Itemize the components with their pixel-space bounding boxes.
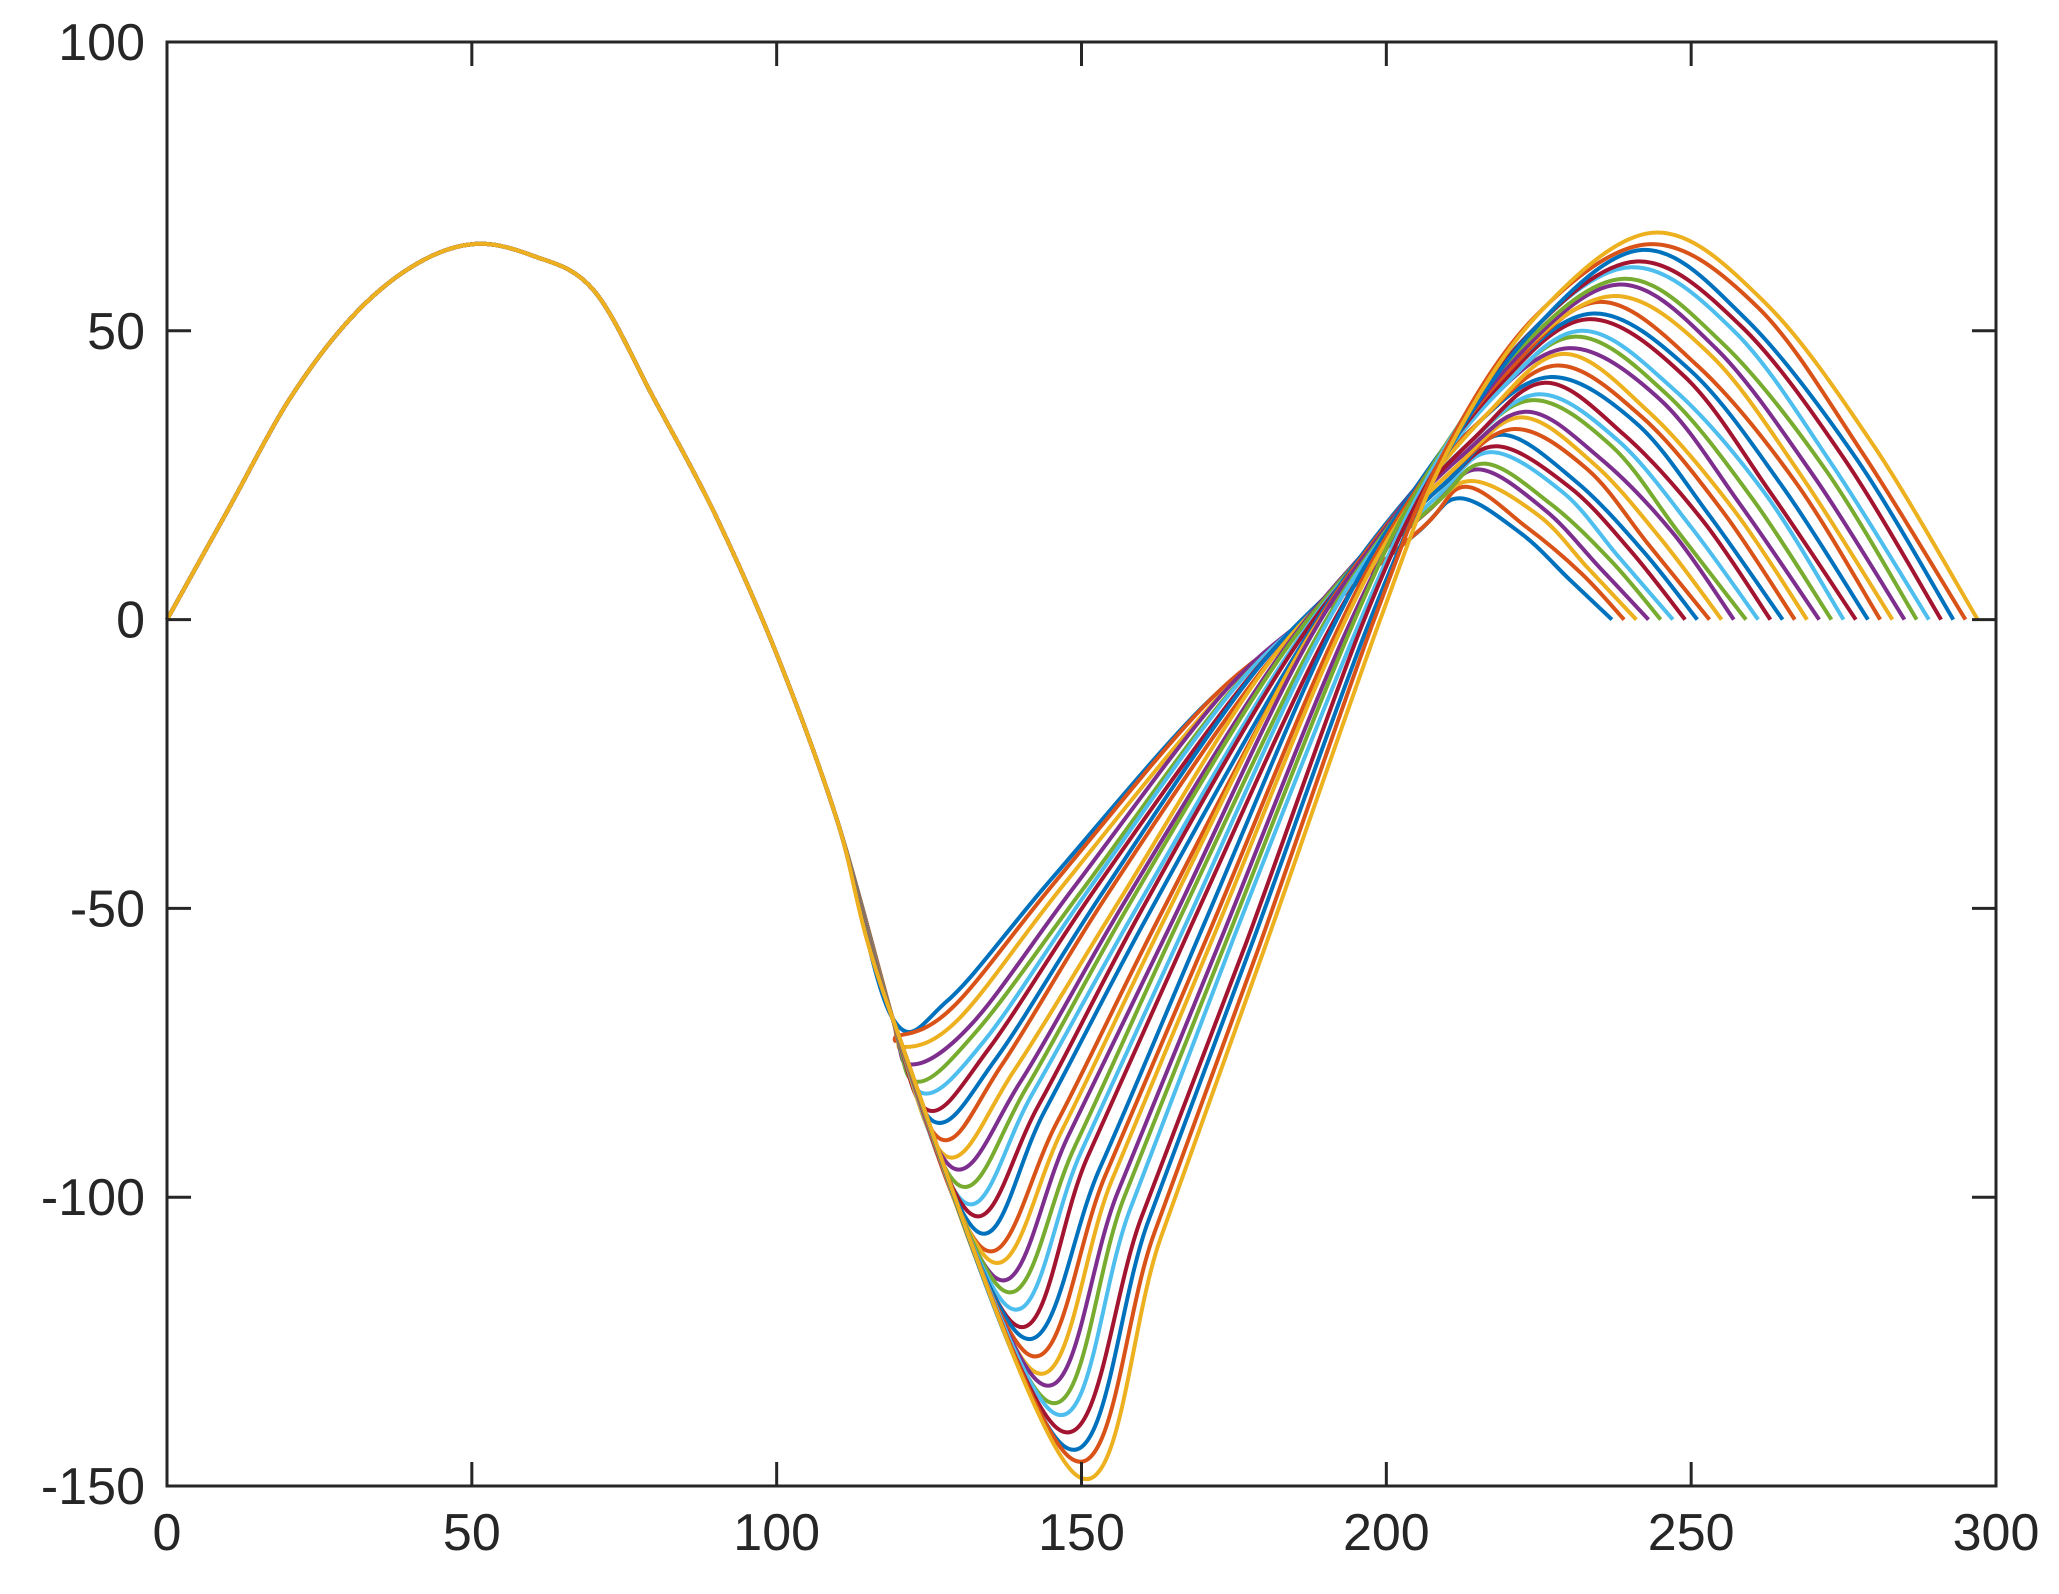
x-tick-label: 50 <box>443 1504 501 1562</box>
x-tick-label: 100 <box>733 1504 820 1562</box>
y-tick-label: 50 <box>87 303 145 361</box>
x-tick-label: 300 <box>1953 1504 2040 1562</box>
y-tick-label: 0 <box>116 592 145 650</box>
x-tick-label: 0 <box>153 1504 182 1562</box>
y-tick-label: -150 <box>41 1458 145 1516</box>
ticks: 0 50 100 150 200 250 300 -150 -100 -50 0 50 100 <box>41 14 2039 1562</box>
y-tick-label: 100 <box>58 14 145 72</box>
x-tick-label: 200 <box>1343 1504 1430 1562</box>
series-line <box>165 230 1980 1481</box>
x-tick-label: 150 <box>1038 1504 1125 1562</box>
plot-lines <box>165 230 1980 1481</box>
x-tick-label: 250 <box>1648 1504 1735 1562</box>
y-tick-label: -50 <box>70 880 145 938</box>
y-tick-label: -100 <box>41 1169 145 1227</box>
